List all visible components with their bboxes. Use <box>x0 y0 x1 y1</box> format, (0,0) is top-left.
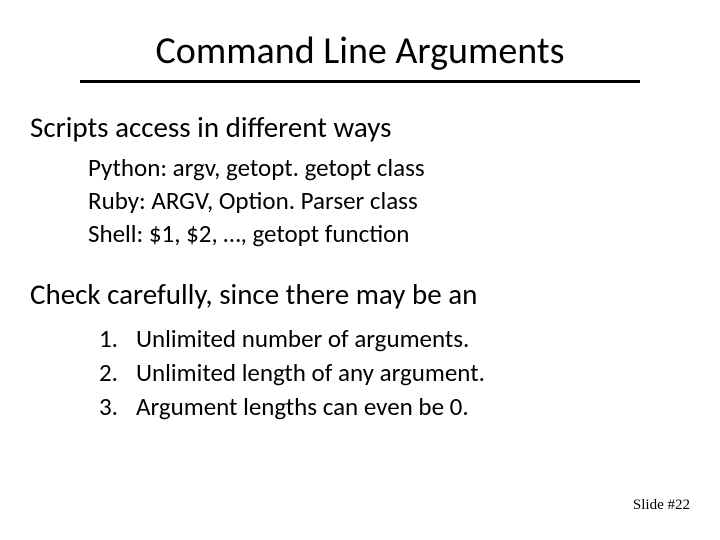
section-heading-2: Check carefully, since there may be an <box>30 276 680 312</box>
sub-list-1: Python: argv, getopt. getopt class Ruby:… <box>88 151 680 250</box>
sub-line-python: Python: argv, getopt. getopt class <box>88 151 680 184</box>
list-number: 3. <box>88 390 118 424</box>
list-item: 1. Unlimited number of arguments. <box>88 322 680 356</box>
numbered-list: 1. Unlimited number of arguments. 2. Unl… <box>88 322 680 423</box>
list-item: 2. Unlimited length of any argument. <box>88 356 680 390</box>
list-number: 2. <box>88 356 118 390</box>
sub-line-shell: Shell: $1, $2, …, getopt function <box>88 217 680 250</box>
list-item: 3. Argument lengths can even be 0. <box>88 390 680 424</box>
list-text: Unlimited number of arguments. <box>136 322 469 356</box>
slide-title: Command Line Arguments <box>80 28 640 83</box>
sub-line-ruby: Ruby: ARGV, Option. Parser class <box>88 184 680 217</box>
section-heading-1: Scripts access in different ways <box>30 109 680 145</box>
list-number: 1. <box>88 322 118 356</box>
slide: Command Line Arguments Scripts access in… <box>0 0 720 540</box>
list-text: Argument lengths can even be 0. <box>136 390 469 424</box>
list-text: Unlimited length of any argument. <box>136 356 485 390</box>
slide-number: Slide #22 <box>633 497 690 514</box>
